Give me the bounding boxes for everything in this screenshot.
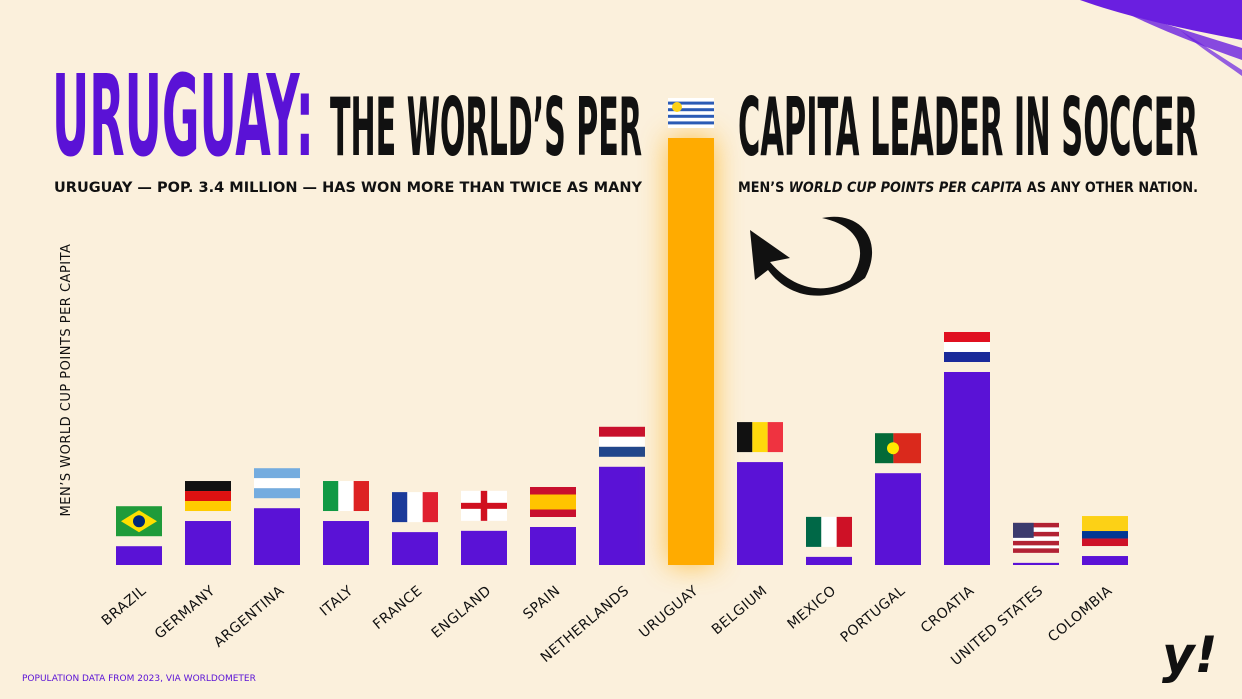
flag [1013,522,1059,553]
bar [185,521,231,565]
x-tick-label: FRANCE [370,583,425,633]
flag-part [752,422,768,453]
bar [875,473,921,565]
flag [323,481,369,512]
flag-part [668,108,714,112]
flag-part [944,331,990,342]
flag-part [422,492,438,523]
bar [254,508,300,565]
bar [323,521,369,565]
flag-part [323,481,339,512]
flag [392,492,438,523]
flag-part [806,516,822,547]
flag-part [1013,522,1034,538]
flag-part [254,488,300,499]
flag [806,516,852,547]
flag [254,468,300,499]
x-tick-label: GERMANY [152,583,219,643]
flag-part [821,516,837,547]
flag-part [407,492,423,523]
brush-decoration [1080,0,1242,76]
bar [806,556,852,565]
y-axis-label: MEN’S WORLD CUP POINTS PER CAPITA [59,244,74,517]
flag [875,433,921,464]
flag-part [944,341,990,352]
flag [737,422,783,453]
flag-part [392,492,408,523]
flag-part [254,468,300,479]
subtitle-text: MEN’S [738,180,784,196]
subtitle: MEN’S WORLD CUP POINTS PER CAPITA AS ANY… [738,180,1198,196]
flag [1082,516,1128,547]
x-tick-label: CROATIA [918,583,978,637]
x-tick-label: ARGENTINA [211,583,288,651]
flag-part [944,351,990,362]
flag-part [1082,516,1128,532]
bar [461,530,507,565]
flag-part [1082,538,1128,547]
footnote: POPULATION DATA FROM 2023, VIA WORLDOMET… [22,674,256,684]
bar [530,526,576,565]
flag-part [353,481,369,512]
subtitle: URUGUAY — POP. 3.4 MILLION — HAS WON MOR… [54,180,642,196]
logo: y! [1162,626,1217,684]
title-highlight: URUGUAY: [52,52,314,182]
flag-part [668,101,714,105]
x-tick-label: SPAIN [520,583,563,623]
flag [944,331,990,362]
flag-part [185,501,231,512]
subtitle-emphasis: WORLD CUP POINTS PER CAPITA [789,180,1023,196]
flag-part [672,102,682,112]
title-part2: CAPITA LEADER IN SOCCER [738,81,1198,174]
flag [461,490,507,521]
flag [116,506,162,537]
flag-part [185,491,231,502]
flag [530,486,576,517]
x-tick-label: PORTUGAL [838,583,909,646]
flag-part [836,516,852,547]
flag-part [1013,548,1059,553]
bar [944,371,990,565]
flag-part [185,481,231,492]
flag-part [599,426,645,437]
flag-part [530,494,576,510]
bar [599,466,645,565]
x-tick-label: URUGUAY [636,583,701,641]
flag-part [1013,531,1059,537]
bar [392,532,438,565]
flag-part [767,422,783,453]
flag-part [461,502,507,509]
flag-part [599,446,645,457]
flag-part [1013,540,1059,546]
flag-part [599,436,645,447]
flag-part [254,478,300,489]
bar [116,546,162,565]
x-tick-label: ENGLAND [429,583,495,642]
bar [1082,556,1128,565]
flag [599,426,645,457]
flag [668,98,714,128]
subtitle-text: AS ANY OTHER NATION. [1027,180,1198,196]
bar [737,462,783,565]
flag-part [737,422,753,453]
x-tick-label: BELGIUM [709,583,771,638]
flag-part [668,121,714,125]
flag-part [1013,522,1059,528]
x-tick-label: ITALY [317,583,357,620]
flag-part [875,433,894,464]
title-part1: THE WORLD’S PER [330,81,642,174]
x-tick-label: BRAZIL [99,583,150,629]
flag-part [887,442,899,455]
x-tick-label: MEXICO [785,583,840,633]
x-tick-label: COLOMBIA [1045,583,1115,646]
flag-part [338,481,354,512]
flag-part [668,114,714,118]
flag [185,481,231,512]
arrow [750,216,873,296]
bar [668,138,714,565]
flag-part [133,515,145,528]
bar [1013,562,1059,565]
flag-part [1082,531,1128,539]
